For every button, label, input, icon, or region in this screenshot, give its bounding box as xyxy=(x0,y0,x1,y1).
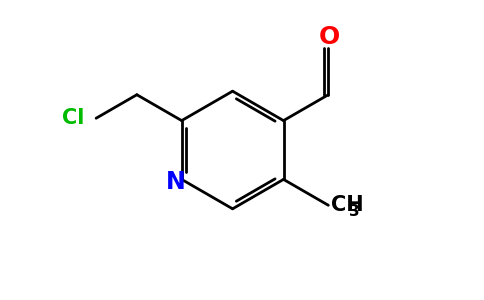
Text: N: N xyxy=(166,170,186,194)
Text: O: O xyxy=(318,25,340,49)
Text: 3: 3 xyxy=(348,204,359,219)
Text: CH: CH xyxy=(331,195,363,215)
Text: Cl: Cl xyxy=(62,108,84,128)
